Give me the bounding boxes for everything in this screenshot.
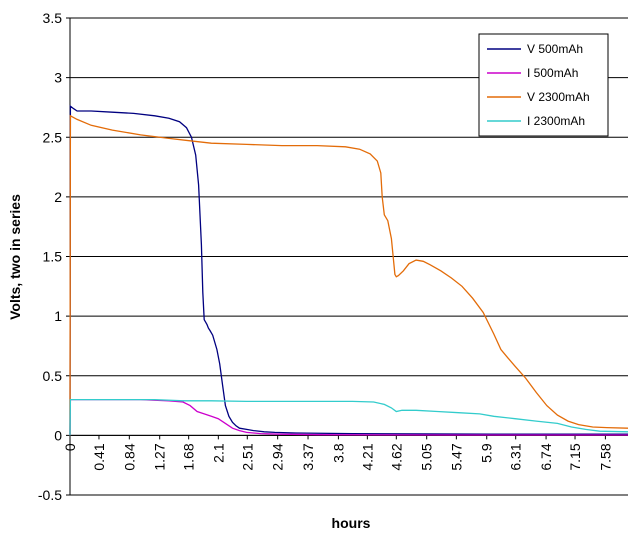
y-tick-label-0: 3.5 [43, 10, 63, 26]
y-tick-label-3: 2 [54, 189, 62, 205]
x-tick-label-7: 2.94 [270, 443, 286, 470]
y-tick-label-4: 1.5 [43, 249, 63, 265]
x-tick-label-11: 4.62 [388, 443, 404, 470]
x-tick-label-10: 4.21 [359, 443, 375, 470]
x-tick-label-8: 3.37 [300, 443, 316, 470]
x-tick-label-9: 3.8 [330, 443, 346, 463]
x-tick-label-18: 7.58 [597, 443, 613, 470]
y-tick-label-8: -0.5 [38, 487, 62, 503]
legend: V 500mAh I 500mAh V 2300mAh I 2300mAh [478, 33, 609, 137]
x-tick-label-5: 2.1 [210, 443, 226, 463]
x-tick-label-4: 1.68 [181, 443, 197, 470]
series-line-3 [69, 398, 629, 436]
x-tick-label-12: 5.05 [419, 443, 435, 470]
legend-label-0: V 500mAh [527, 42, 583, 56]
x-axis-title: hours [332, 515, 371, 531]
x-tick-label-13: 5.47 [448, 443, 464, 470]
y-tick-labels: 3.5 3 2.5 2 1.5 1 0.5 0 -0.5 [38, 10, 62, 503]
series-line-1 [69, 398, 628, 436]
x-tick-label-6: 2.51 [239, 443, 255, 470]
x-tick-labels: 0 0.41 0.84 1.27 1.68 2.1 2.51 2.94 3.37 3.8 4.21 4… [62, 443, 613, 470]
y-tick-label-5: 1 [54, 308, 62, 324]
x-tick-label-3: 1.27 [152, 443, 168, 470]
legend-label-3: I 2300mAh [527, 114, 585, 128]
y-axis-title: Volts, two in series [7, 194, 23, 320]
x-tick-label-1: 0.41 [91, 443, 107, 470]
y-tick-label-6: 0.5 [43, 368, 63, 384]
x-tick-label-2: 0.84 [121, 443, 137, 470]
x-tick-label-0: 0 [62, 443, 78, 451]
legend-box [478, 33, 609, 137]
x-tick-label-17: 7.15 [567, 443, 583, 470]
series-line-2 [69, 114, 629, 436]
x-tick-label-14: 5.9 [479, 443, 495, 463]
y-tick-label-1: 3 [54, 70, 62, 86]
y-tick-label-2: 2.5 [43, 129, 63, 145]
legend-label-1: I 500mAh [527, 66, 578, 80]
series-line-0 [69, 104, 628, 436]
series-lines [69, 104, 629, 436]
y-tick-label-7: 0 [54, 427, 62, 443]
x-tick-label-15: 6.31 [508, 443, 524, 470]
legend-label-2: V 2300mAh [527, 90, 590, 104]
x-tick-label-16: 6.74 [538, 443, 554, 470]
